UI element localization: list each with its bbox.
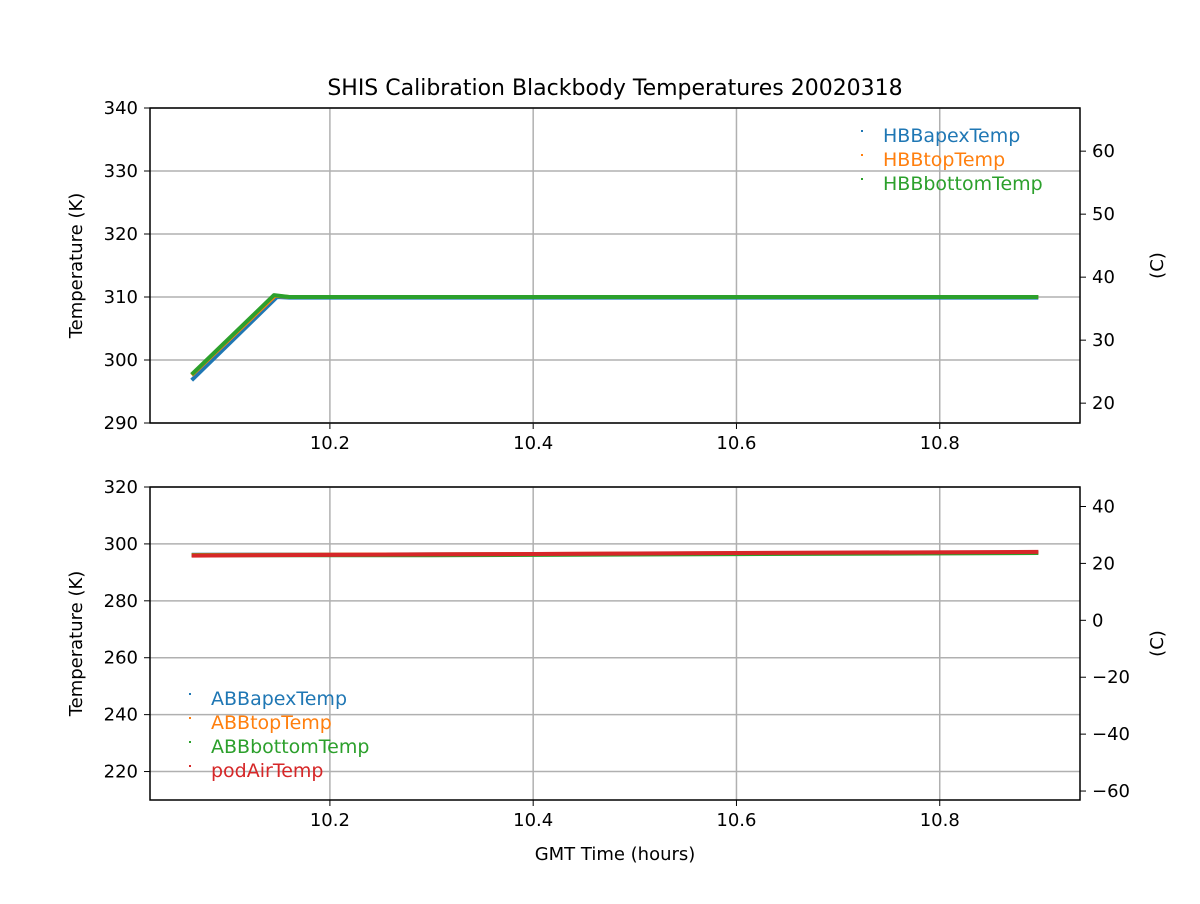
x-tick-label: 10.2 bbox=[310, 433, 350, 454]
legend-entry: podAirTemp bbox=[211, 760, 323, 782]
y-axis-label: Temperature (K) bbox=[66, 193, 87, 340]
y-tick-label: 300 bbox=[104, 534, 138, 555]
legend-entry: ABBapexTemp bbox=[211, 688, 347, 710]
y-right-tick-label: 50 bbox=[1092, 204, 1115, 225]
y-tick-label: 310 bbox=[104, 287, 138, 308]
chart-title: SHIS Calibration Blackbody Temperatures … bbox=[327, 76, 902, 101]
x-tick-label: 10.4 bbox=[513, 810, 553, 831]
y-right-axis-label: (C) bbox=[1147, 252, 1168, 279]
y-tick-label: 220 bbox=[104, 762, 138, 783]
y-right-tick-label: 20 bbox=[1092, 393, 1115, 414]
y-right-tick-label: 0 bbox=[1092, 610, 1103, 631]
legend-entry: HBBtopTemp bbox=[883, 149, 1005, 171]
x-tick-label: 10.2 bbox=[310, 810, 350, 831]
x-tick-label: 10.8 bbox=[920, 433, 960, 454]
legend-entry: HBBbottomTemp bbox=[883, 173, 1043, 195]
y-right-tick-label: 60 bbox=[1092, 141, 1115, 162]
series-podAirTemp bbox=[191, 549, 1039, 558]
y-right-tick-label: −40 bbox=[1092, 724, 1130, 745]
x-tick-label: 10.8 bbox=[920, 810, 960, 831]
y-right-tick-label: 40 bbox=[1092, 267, 1115, 288]
y-tick-label: 240 bbox=[104, 705, 138, 726]
plot-frame bbox=[149, 486, 1081, 801]
y-tick-label: 300 bbox=[104, 350, 138, 371]
y-tick-label: 320 bbox=[104, 477, 138, 498]
y-tick-label: 280 bbox=[104, 591, 138, 612]
legend-entry: ABBtopTemp bbox=[211, 712, 332, 734]
x-tick-label: 10.4 bbox=[513, 433, 553, 454]
y-axis-label: Temperature (K) bbox=[66, 571, 87, 718]
series-HBBapexTemp bbox=[190, 295, 1039, 382]
y-tick-label: 340 bbox=[104, 98, 138, 119]
legend-marker bbox=[861, 154, 863, 156]
legend-marker bbox=[189, 765, 191, 767]
y-tick-label: 330 bbox=[104, 161, 138, 182]
plot-frame bbox=[149, 107, 1081, 424]
y-tick-label: 290 bbox=[104, 413, 138, 434]
y-right-tick-label: −60 bbox=[1092, 781, 1130, 802]
y-right-axis-label: (C) bbox=[1147, 630, 1168, 657]
subplot-2: 10.2 10.4 10.6 10.8 220 240 260 280 300 320 −60 −40… bbox=[66, 477, 1168, 831]
legend-entry: ABBbottomTemp bbox=[211, 736, 369, 758]
y-tick-label: 320 bbox=[104, 224, 138, 245]
legend-entry: HBBapexTemp bbox=[883, 125, 1020, 147]
y-right-tick-label: 40 bbox=[1092, 496, 1115, 517]
y-right-tick-label: −20 bbox=[1092, 667, 1130, 688]
y-right-tick-label: 20 bbox=[1092, 553, 1115, 574]
y-right-tick-label: 30 bbox=[1092, 330, 1115, 351]
legend-marker bbox=[861, 130, 863, 132]
legend-marker bbox=[861, 178, 863, 180]
x-tick-label: 10.6 bbox=[716, 433, 756, 454]
legend-marker bbox=[189, 717, 191, 719]
legend-marker bbox=[189, 741, 191, 743]
subplot-1: 10.2 10.4 10.6 10.8 290 300 310 320 330 340 20 30 40… bbox=[66, 98, 1168, 454]
series-HBBtopTemp bbox=[190, 293, 1039, 377]
series-HBBbottomTemp bbox=[190, 293, 1039, 376]
x-tick-label: 10.6 bbox=[716, 810, 756, 831]
legend-marker bbox=[189, 693, 191, 695]
y-tick-label: 260 bbox=[104, 648, 138, 669]
x-axis-label: GMT Time (hours) bbox=[535, 844, 696, 865]
